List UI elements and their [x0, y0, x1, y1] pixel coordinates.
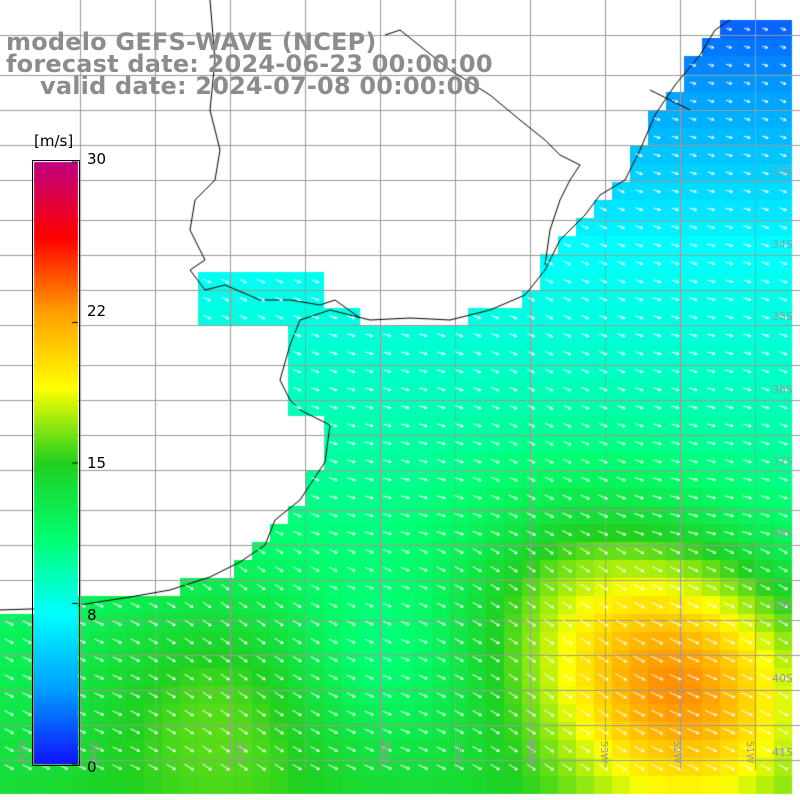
lat-label: 36S [772, 383, 793, 396]
colorbar-tick-15: 15 [87, 454, 107, 472]
colorbar-tick-0: 0 [87, 758, 97, 776]
colorbar-units: [m/s] [34, 132, 74, 150]
colorbar-tick-8: 8 [87, 606, 97, 624]
lon-label: 59W [87, 741, 98, 764]
lon-label: 56W [379, 741, 390, 764]
lat-label: 39S [772, 599, 793, 612]
lon-label: 53W [598, 741, 609, 764]
lon-label: 51W [744, 741, 755, 764]
lon-label: 61W [15, 741, 26, 764]
colorbar [32, 160, 80, 766]
lat-label: 34S [772, 238, 793, 251]
forecast-date-title: forecast date: 2024-06-23 00:00:00 [6, 50, 493, 78]
lat-label: 38S [772, 527, 793, 540]
model-title: modelo GEFS-WAVE (NCEP) [6, 28, 377, 56]
colorbar-tick-22: 22 [87, 302, 107, 320]
lon-label: 58W [233, 741, 244, 764]
valid-date-title: valid date: 2024-07-08 00:00:00 [40, 72, 481, 100]
lon-label: 55W [452, 741, 463, 764]
colorbar-tick-30: 30 [87, 150, 107, 168]
lat-label: 40S [772, 672, 793, 685]
lat-label: 35S [772, 310, 793, 323]
lat-label: 33S [772, 165, 793, 178]
lat-label: 37S [772, 455, 793, 468]
lon-label: 52W [671, 741, 682, 764]
lon-label: 54W [525, 741, 536, 764]
lat-label: 41S [772, 746, 793, 759]
